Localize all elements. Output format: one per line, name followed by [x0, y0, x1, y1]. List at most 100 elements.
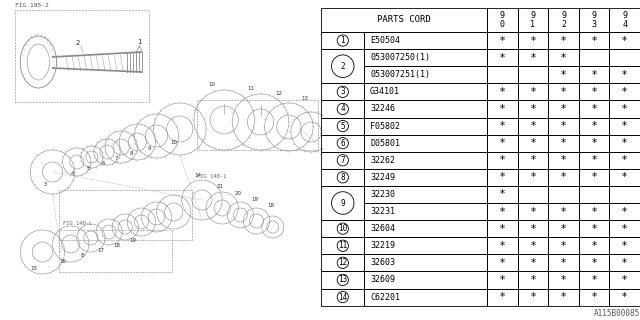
Bar [364, 32, 487, 49]
Text: *: * [561, 104, 566, 114]
Text: 19: 19 [251, 197, 258, 202]
Text: *: * [531, 224, 536, 234]
Text: *: * [622, 172, 627, 182]
Text: G34101: G34101 [370, 87, 400, 96]
Text: 32246: 32246 [370, 104, 395, 114]
Text: C62201: C62201 [370, 292, 400, 301]
Text: 14: 14 [195, 173, 202, 178]
Text: *: * [561, 155, 566, 165]
Bar [364, 152, 487, 169]
Bar [609, 32, 640, 49]
Bar [487, 8, 518, 32]
Bar [579, 186, 609, 203]
Bar [579, 100, 609, 117]
Text: *: * [591, 292, 596, 302]
Bar [487, 203, 518, 220]
Bar [321, 135, 364, 152]
Text: *: * [531, 138, 536, 148]
Bar [609, 271, 640, 289]
Text: 6: 6 [101, 161, 105, 166]
Bar [321, 186, 364, 220]
Bar [487, 117, 518, 135]
Text: D05801: D05801 [370, 139, 400, 148]
Bar [609, 152, 640, 169]
Bar [487, 152, 518, 169]
Bar [321, 32, 364, 49]
Text: 16: 16 [59, 259, 66, 264]
Text: 32604: 32604 [370, 224, 395, 233]
Bar [487, 100, 518, 117]
Text: *: * [591, 121, 596, 131]
Text: *: * [500, 189, 505, 199]
Text: *: * [561, 224, 566, 234]
Bar [609, 203, 640, 220]
Text: *: * [591, 241, 596, 251]
Text: *: * [500, 36, 505, 45]
Bar [609, 237, 640, 254]
Bar [548, 100, 579, 117]
Text: *: * [591, 258, 596, 268]
Text: *: * [622, 292, 627, 302]
Bar [579, 237, 609, 254]
Bar [518, 117, 548, 135]
Text: *: * [591, 172, 596, 182]
Bar [548, 169, 579, 186]
Bar [548, 254, 579, 271]
Text: *: * [531, 241, 536, 251]
Text: 4: 4 [71, 171, 74, 176]
Text: F05802: F05802 [370, 122, 400, 131]
Text: *: * [500, 206, 505, 217]
Bar [364, 237, 487, 254]
Text: *: * [531, 292, 536, 302]
Text: *: * [561, 87, 566, 97]
Bar [518, 169, 548, 186]
Text: *: * [591, 36, 596, 45]
Bar [321, 8, 487, 32]
Text: *: * [561, 70, 566, 80]
Text: 9: 9 [340, 198, 345, 207]
Bar [548, 289, 579, 306]
Bar [609, 289, 640, 306]
Bar [518, 152, 548, 169]
Bar [548, 66, 579, 83]
Text: *: * [500, 275, 505, 285]
Text: 21: 21 [217, 184, 224, 189]
Text: *: * [591, 275, 596, 285]
Bar [518, 220, 548, 237]
Bar [321, 83, 364, 100]
Text: *: * [500, 241, 505, 251]
Text: *: * [622, 104, 627, 114]
Text: 12: 12 [338, 258, 348, 267]
Text: *: * [591, 87, 596, 97]
Bar [548, 83, 579, 100]
Text: *: * [561, 138, 566, 148]
Text: 053007250(1): 053007250(1) [370, 53, 430, 62]
Text: 11: 11 [247, 86, 254, 91]
Text: *: * [500, 258, 505, 268]
Text: *: * [591, 224, 596, 234]
Text: *: * [622, 206, 627, 217]
Text: 10: 10 [209, 82, 216, 87]
Bar [548, 220, 579, 237]
Text: 20: 20 [235, 191, 242, 196]
Bar [548, 8, 579, 32]
Text: 32231: 32231 [370, 207, 395, 216]
Text: *: * [531, 87, 536, 97]
Bar [609, 83, 640, 100]
Text: *: * [561, 292, 566, 302]
Bar [364, 203, 487, 220]
Text: *: * [622, 138, 627, 148]
Text: 3: 3 [44, 182, 47, 187]
Text: *: * [500, 121, 505, 131]
Bar [579, 152, 609, 169]
Text: *: * [591, 206, 596, 217]
Bar [321, 49, 364, 83]
Text: *: * [531, 206, 536, 217]
Text: 1: 1 [138, 39, 142, 45]
Bar [579, 289, 609, 306]
Bar [548, 135, 579, 152]
Bar [487, 254, 518, 271]
Bar [364, 66, 487, 83]
Bar [518, 8, 548, 32]
Bar [487, 289, 518, 306]
